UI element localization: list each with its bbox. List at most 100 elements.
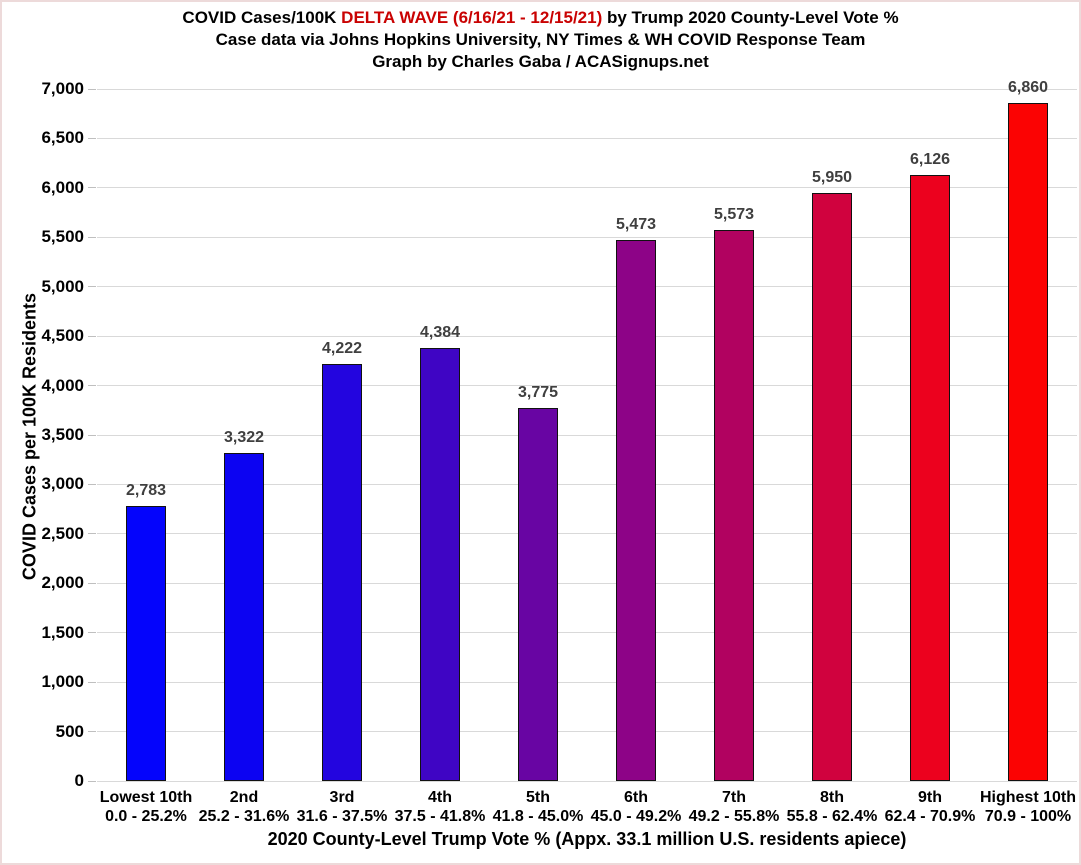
x-category-name: Highest 10th xyxy=(979,789,1076,806)
x-category-name: 9th xyxy=(918,789,942,806)
x-category-range: 25.2 - 31.6% xyxy=(198,808,290,825)
bar-slot: 4,384 xyxy=(391,89,489,781)
bar-slot: 2,783 xyxy=(97,89,195,781)
y-tick-label: 4,000 xyxy=(41,375,84,395)
bar xyxy=(224,452,264,781)
y-tick-mark xyxy=(88,780,96,782)
x-category-name: 2nd xyxy=(229,789,259,806)
bar-value-label: 6,126 xyxy=(909,151,951,169)
gridline xyxy=(97,483,1077,485)
gridline xyxy=(97,88,1077,90)
bar xyxy=(420,347,460,781)
gridline xyxy=(97,582,1077,584)
gridline xyxy=(97,434,1077,436)
bar-value-label: 5,473 xyxy=(615,215,657,233)
y-tick-mark xyxy=(88,681,96,683)
x-axis-title: 2020 County-Level Trump Vote % (Appx. 33… xyxy=(267,829,907,849)
x-category-range: 70.9 - 100% xyxy=(984,808,1072,825)
chart-title-suffix: by Trump 2020 County-Level Vote % xyxy=(602,8,899,27)
y-tick-mark xyxy=(88,385,96,387)
x-category-label: 8th 55.8 - 62.4% xyxy=(783,788,881,826)
y-tick-mark xyxy=(88,236,96,238)
bar-value-label: 3,322 xyxy=(223,428,265,446)
x-category-label: 7th 49.2 - 55.8% xyxy=(685,788,783,826)
gridline xyxy=(97,187,1077,189)
chart-title-prefix: COVID Cases/100K xyxy=(182,8,342,27)
bar-value-label: 5,950 xyxy=(811,168,853,186)
y-tick-mark xyxy=(88,533,96,535)
delta-wave-highlight: DELTA WAVE (6/16/21 - 12/15/21) xyxy=(341,8,603,27)
y-tick-label: 0 xyxy=(74,771,84,790)
chart-credit: Graph by Charles Gaba / ACASignups.net xyxy=(372,52,709,71)
y-tick-label: 6,500 xyxy=(41,128,84,148)
y-tick-label: 7,000 xyxy=(41,79,84,98)
y-tick-label: 4,500 xyxy=(41,326,84,346)
bar-slot: 6,860 xyxy=(979,79,1077,781)
bar-value-label: 4,222 xyxy=(321,339,363,357)
y-tick-mark xyxy=(88,731,96,733)
chart-header: COVID Cases/100K DELTA WAVE (6/16/21 - 1… xyxy=(2,7,1079,73)
y-tick-mark xyxy=(88,137,96,139)
x-category-range: 45.0 - 49.2% xyxy=(590,808,682,825)
y-axis-tick-labels: 0 500 1,000 1,500 2,000 2,500 3,000 3,500 4,000 4… xyxy=(2,79,84,790)
y-tick-mark xyxy=(88,582,96,584)
x-category-range: 41.8 - 45.0% xyxy=(492,808,584,825)
bar-slot: 5,473 xyxy=(587,89,685,781)
bar xyxy=(518,407,558,781)
y-tick-label: 1,500 xyxy=(41,622,84,642)
bar xyxy=(322,363,362,781)
bar xyxy=(616,239,656,781)
bar-value-label: 3,775 xyxy=(517,383,559,401)
y-tick-label: 500 xyxy=(55,721,84,741)
x-category-label: Lowest 10th 0.0 - 25.2% xyxy=(97,788,195,826)
gridline xyxy=(97,137,1077,139)
y-tick-label: 2,500 xyxy=(41,523,84,543)
x-category-name: 6th xyxy=(624,789,648,806)
x-category-range: 31.6 - 37.5% xyxy=(296,808,388,825)
x-category-name: 7th xyxy=(722,789,746,806)
bar-value-label: 5,573 xyxy=(713,206,755,224)
bar-slot: 5,950 xyxy=(783,89,881,781)
x-category-name: Lowest 10th xyxy=(99,789,193,806)
bar-slot: 3,322 xyxy=(195,89,293,781)
y-tick-label: 1,000 xyxy=(41,672,84,692)
bar-slot: 5,573 xyxy=(685,89,783,781)
chart-subtitle: Case data via Johns Hopkins University, … xyxy=(215,30,866,49)
x-category-name: 8th xyxy=(820,789,844,806)
x-category-range: 49.2 - 55.8% xyxy=(688,808,780,825)
gridline xyxy=(97,632,1077,634)
x-category-range: 55.8 - 62.4% xyxy=(786,808,878,825)
bar xyxy=(126,505,166,781)
y-tick-label: 5,000 xyxy=(41,276,84,296)
plot-area: 2,783 3,322 4,222 4,384 3,775 5,473 5,573 5,950… xyxy=(88,79,1077,782)
x-category-label: 6th 45.0 - 49.2% xyxy=(587,788,685,826)
x-category-label: 3rd 31.6 - 37.5% xyxy=(293,788,391,826)
x-axis-category-labels: Lowest 10th 0.0 - 25.2% 2nd 25.2 - 31.6% 3rd… xyxy=(97,788,1077,828)
y-tick-label: 3,000 xyxy=(41,474,84,494)
chart-title: COVID Cases/100K DELTA WAVE (6/16/21 - 1… xyxy=(2,7,1079,29)
y-tick-label: 3,500 xyxy=(41,425,84,444)
x-category-name: 4th xyxy=(428,789,452,806)
x-category-label: 9th 62.4 - 70.9% xyxy=(881,788,979,826)
y-tick-label: 2,000 xyxy=(41,573,84,593)
bar xyxy=(812,192,852,781)
y-tick-mark xyxy=(88,632,96,634)
gridline xyxy=(97,286,1077,288)
bar xyxy=(910,175,950,781)
x-category-label: 5th 41.8 - 45.0% xyxy=(489,788,587,826)
x-category-label: Highest 10th 70.9 - 100% xyxy=(979,788,1077,826)
bar xyxy=(714,230,754,781)
y-tick-mark xyxy=(88,88,96,90)
y-tick-mark xyxy=(88,483,96,485)
gridline xyxy=(97,236,1077,238)
bar-slot: 4,222 xyxy=(293,89,391,781)
x-category-range: 37.5 - 41.8% xyxy=(394,808,486,825)
x-category-range: 62.4 - 70.9% xyxy=(884,808,976,825)
gridline xyxy=(97,780,1077,782)
y-tick-mark xyxy=(88,335,96,337)
x-category-label: 4th 37.5 - 41.8% xyxy=(391,788,489,826)
gridline xyxy=(97,681,1077,683)
bar xyxy=(1008,102,1048,781)
y-tick-mark xyxy=(88,187,96,189)
